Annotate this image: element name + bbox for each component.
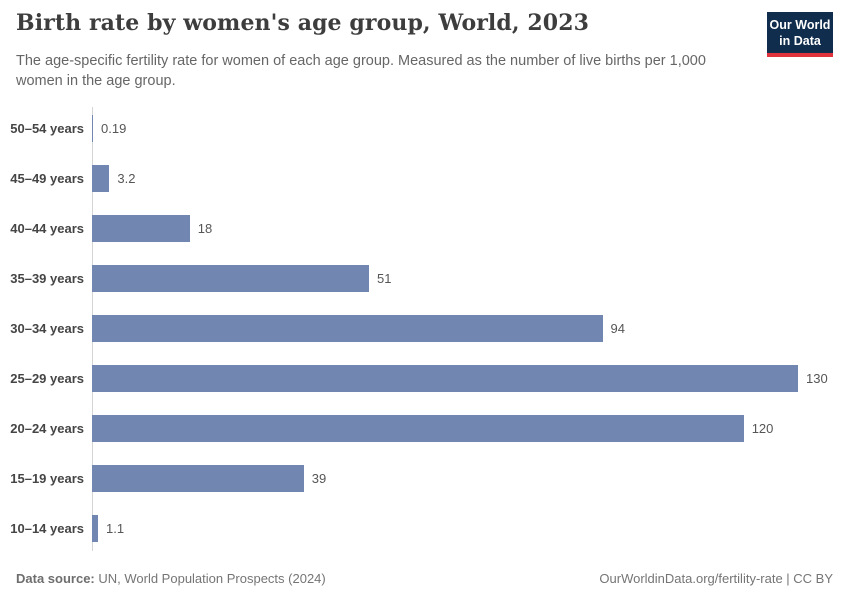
category-label: 25–29 years bbox=[10, 370, 84, 386]
bar[interactable] bbox=[92, 114, 93, 142]
bar-track: 94 bbox=[92, 303, 850, 353]
category-label: 15–19 years bbox=[10, 470, 84, 486]
bar-track: 18 bbox=[92, 203, 850, 253]
value-label: 39 bbox=[311, 470, 327, 486]
owid-link[interactable]: OurWorldinData.org/fertility-rate | CC B… bbox=[599, 571, 833, 586]
value-label: 0.19 bbox=[101, 120, 127, 136]
bar-track: 130 bbox=[92, 353, 850, 403]
bar-row: 35–39 years 51 bbox=[0, 253, 850, 303]
data-source-label: Data source: bbox=[16, 571, 95, 586]
data-source-text: UN, World Population Prospects (2024) bbox=[94, 571, 326, 586]
category-label: 20–24 years bbox=[10, 420, 84, 436]
chart-title: Birth rate by women's age group, World, … bbox=[16, 10, 590, 36]
owid-logo-line1: Our World bbox=[769, 18, 831, 32]
bar[interactable] bbox=[92, 264, 369, 292]
bar[interactable] bbox=[92, 514, 98, 542]
bar-row: 45–49 years 3.2 bbox=[0, 153, 850, 203]
value-label: 130 bbox=[806, 370, 828, 386]
bar-row: 20–24 years 120 bbox=[0, 403, 850, 453]
chart-subtitle: The age-specific fertility rate for wome… bbox=[16, 53, 706, 89]
category-label: 50–54 years bbox=[10, 120, 84, 136]
bar-chart: 50–54 years 0.19 45–49 years 3.2 40–44 years… bbox=[0, 103, 850, 553]
value-label: 94 bbox=[610, 320, 625, 336]
owid-logo-line2: in Data bbox=[779, 34, 821, 49]
bar-track: 1.1 bbox=[92, 503, 850, 553]
bar-track: 39 bbox=[92, 453, 850, 503]
bar[interactable] bbox=[92, 314, 603, 342]
bar[interactable] bbox=[92, 364, 798, 392]
category-label: 30–34 years bbox=[10, 320, 84, 336]
bar-track: 3.2 bbox=[92, 153, 850, 203]
bar[interactable] bbox=[92, 464, 304, 492]
category-label: 10–14 years bbox=[10, 520, 84, 536]
bar-row: 50–54 years 0.19 bbox=[0, 103, 850, 153]
owid-logo[interactable]: Our World in Data bbox=[767, 12, 833, 57]
bar[interactable] bbox=[92, 164, 110, 192]
value-label: 18 bbox=[197, 220, 213, 236]
bar-row: 10–14 years 1.1 bbox=[0, 503, 850, 553]
data-source: Data source: UN, World Population Prospe… bbox=[16, 571, 326, 586]
bar-row: 15–19 years 39 bbox=[0, 453, 850, 503]
bar-row: 40–44 years 18 bbox=[0, 203, 850, 253]
bar[interactable] bbox=[92, 414, 744, 442]
bar-track: 120 bbox=[92, 403, 850, 453]
bar-row: 25–29 years 130 bbox=[0, 353, 850, 403]
value-label: 51 bbox=[377, 270, 392, 286]
value-label: 3.2 bbox=[117, 170, 136, 186]
value-label: 120 bbox=[751, 420, 774, 436]
bar-track: 0.19 bbox=[92, 103, 850, 153]
bar-track: 51 bbox=[92, 253, 850, 303]
category-label: 40–44 years bbox=[10, 220, 84, 236]
chart-footer: Data source: UN, World Population Prospe… bbox=[16, 571, 833, 586]
bar-row: 30–34 years 94 bbox=[0, 303, 850, 353]
category-label: 35–39 years bbox=[10, 270, 84, 286]
value-label: 1.1 bbox=[106, 520, 125, 536]
category-label: 45–49 years bbox=[10, 170, 84, 186]
bar[interactable] bbox=[92, 214, 190, 242]
bar-rows: 50–54 years 0.19 45–49 years 3.2 40–44 years… bbox=[0, 103, 850, 553]
